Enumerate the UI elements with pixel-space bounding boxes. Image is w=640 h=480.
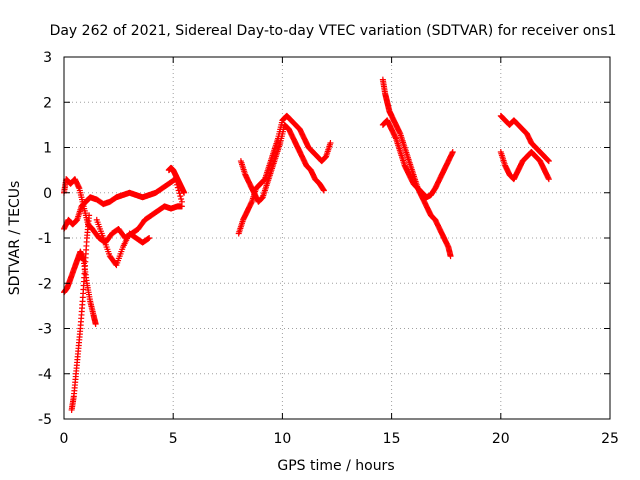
y-tick-label: 3 <box>43 50 52 66</box>
y-tick-label: -2 <box>38 276 52 292</box>
y-tick-label: 1 <box>43 141 52 157</box>
chart-title: Day 262 of 2021, Sidereal Day-to-day VTE… <box>50 23 617 39</box>
data-point <box>178 203 185 210</box>
data-point <box>449 149 456 156</box>
data-point <box>178 195 185 202</box>
y-tick-label: -4 <box>38 367 52 383</box>
y-tick-label: 2 <box>43 95 52 111</box>
series-3 <box>61 248 99 327</box>
series-1 <box>61 176 185 232</box>
data-point <box>320 187 327 194</box>
y-tick-label: 0 <box>43 186 52 202</box>
data-point <box>327 139 334 146</box>
series-11 <box>497 112 552 165</box>
y-tick-label: -1 <box>38 231 52 247</box>
series-12 <box>497 149 552 183</box>
x-axis-label: GPS time / hours <box>277 458 394 474</box>
series-6 <box>165 164 188 196</box>
series-8 <box>237 121 327 205</box>
series-9 <box>379 76 454 260</box>
series-5 <box>93 216 153 269</box>
y-axis-label: SDTVAR / TECUs <box>7 181 23 296</box>
data-point <box>146 235 153 241</box>
x-tick-label: 20 <box>492 431 510 447</box>
series-2 <box>61 176 185 246</box>
series-10 <box>379 117 456 201</box>
x-tick-label: 0 <box>60 431 69 447</box>
y-tick-label: -5 <box>38 412 52 428</box>
x-tick-label: 25 <box>601 431 619 447</box>
x-tick-label: 10 <box>273 431 291 447</box>
series-4 <box>68 212 93 413</box>
axis-ticks: 0 5 10 15 20 25 -5 -4 -3 -2 -1 0 1 2 3 <box>38 50 619 447</box>
data-point <box>86 212 93 219</box>
data-point <box>447 253 454 260</box>
data-point <box>177 193 184 200</box>
data-marks <box>61 76 552 413</box>
x-tick-label: 5 <box>169 431 178 447</box>
data-point <box>545 176 552 183</box>
data-point <box>181 189 188 196</box>
x-tick-label: 15 <box>383 431 401 447</box>
y-tick-label: -3 <box>38 322 52 338</box>
data-point <box>92 320 99 327</box>
data-point <box>545 158 552 165</box>
